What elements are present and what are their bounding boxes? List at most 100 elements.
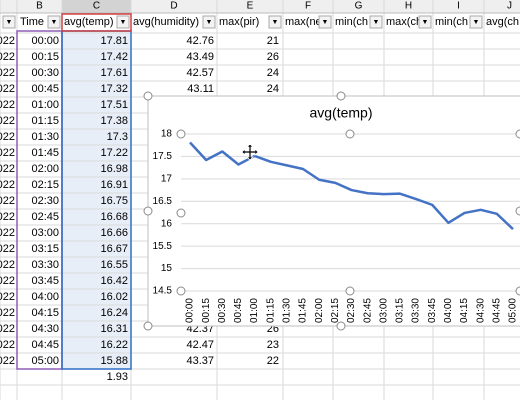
cell-pir: 23 <box>267 339 279 351</box>
cell-a: 022 <box>0 147 15 159</box>
x-tick-label: 03:30 <box>411 298 422 323</box>
cell-temp: 16.22 <box>100 339 128 351</box>
cell-a: 022 <box>0 227 15 239</box>
filter-arrow: ▼ <box>422 19 429 26</box>
column-letter: F <box>305 1 311 12</box>
cell-time: 02:00 <box>31 163 59 175</box>
resize-handle[interactable] <box>176 208 186 218</box>
column-header: max(ch <box>386 16 422 28</box>
cell-a: 022 <box>0 115 15 127</box>
resize-handle[interactable] <box>143 206 153 216</box>
cell-humidity: 42.76 <box>186 35 214 47</box>
column-header: max(ne <box>285 16 322 28</box>
filter-button[interactable] <box>2 15 16 29</box>
column-header: min(ch <box>335 16 368 28</box>
cell-temp: 16.42 <box>100 275 128 287</box>
cell-time: 01:15 <box>31 115 59 127</box>
filter-button[interactable] <box>268 15 282 29</box>
filter-arrow: ▼ <box>6 19 13 26</box>
filter-button[interactable] <box>418 15 432 29</box>
filter-button[interactable] <box>369 15 383 29</box>
cell-time: 01:45 <box>31 147 59 159</box>
column-header: max(pir) <box>219 16 259 28</box>
y-tick-label: 15 <box>161 263 173 274</box>
column-header-active <box>62 0 131 13</box>
cell-temp: 16.68 <box>100 211 128 223</box>
cell-temp: 16.67 <box>100 243 128 255</box>
column-letter: I <box>457 1 460 12</box>
cell-a: 022 <box>0 339 15 351</box>
chart-title: avg(temp) <box>309 105 372 121</box>
cell-a: 022 <box>0 323 15 335</box>
resize-handle[interactable] <box>515 206 520 216</box>
resize-handle[interactable] <box>176 286 186 296</box>
column-letter: G <box>355 1 363 12</box>
ref-header-c <box>61 13 132 32</box>
cell-temp: 16.02 <box>100 291 128 303</box>
filter-button[interactable] <box>116 15 130 29</box>
column-letter: J <box>507 1 512 12</box>
resize-handle[interactable] <box>143 91 153 101</box>
x-tick-label: 01:45 <box>298 298 309 323</box>
resize-handle[interactable] <box>336 91 346 101</box>
cell-time: 00:45 <box>31 83 59 95</box>
cell-a: 022 <box>0 35 15 47</box>
filter-button[interactable] <box>202 15 216 29</box>
cell-a: 022 <box>0 179 15 191</box>
resize-handle[interactable] <box>515 286 520 296</box>
cell-a: 022 <box>0 131 15 143</box>
x-tick-label: 04:30 <box>475 298 486 323</box>
cell-a: 022 <box>0 291 15 303</box>
x-tick-label: 04:15 <box>459 298 470 323</box>
cell-total: 1.93 <box>107 371 128 383</box>
filter-button[interactable] <box>318 15 332 29</box>
cell-time: 03:15 <box>31 243 59 255</box>
cell-pir: 24 <box>267 67 279 79</box>
filter-arrow: ▼ <box>206 19 213 26</box>
line-series <box>189 141 514 231</box>
cell-time: 04:15 <box>31 307 59 319</box>
filter-button[interactable] <box>469 15 483 29</box>
cell-a: 022 <box>0 83 15 95</box>
cell-time: 02:30 <box>31 195 59 207</box>
resize-handle[interactable] <box>336 321 346 331</box>
cell-time: 03:45 <box>31 275 59 287</box>
cell-a: 022 <box>0 195 15 207</box>
y-tick-label: 17.5 <box>153 151 173 162</box>
cell-a: 022 <box>0 99 15 111</box>
cell-time: 05:00 <box>31 355 59 367</box>
cell-temp: 17.81 <box>100 35 128 47</box>
resize-handle[interactable] <box>345 129 355 139</box>
cell-a: 022 <box>0 211 15 223</box>
column-header: min(ch <box>435 16 468 28</box>
x-tick-label: 00:30 <box>217 298 228 323</box>
cell-time: 01:30 <box>31 131 59 143</box>
resize-handle[interactable] <box>345 286 355 296</box>
y-tick-label: 17 <box>161 173 173 184</box>
cell-a: 022 <box>0 307 15 319</box>
cell-pir: 24 <box>267 83 279 95</box>
y-tick-label: 18 <box>161 129 173 140</box>
cell-time: 00:15 <box>31 51 59 63</box>
cell-temp: 16.31 <box>100 323 128 335</box>
x-tick-label: 02:30 <box>346 298 357 323</box>
filter-arrow: ▼ <box>272 19 279 26</box>
cell-time: 03:30 <box>31 259 59 271</box>
cell-humidity: 43.11 <box>187 83 214 95</box>
cell-a: 022 <box>0 355 15 367</box>
filter-button[interactable] <box>47 15 61 29</box>
column-letter: E <box>247 1 254 12</box>
resize-handle[interactable] <box>176 129 186 139</box>
x-tick-label: 02:00 <box>314 298 325 323</box>
cell-a: 022 <box>0 275 15 287</box>
resize-handle[interactable] <box>143 321 153 331</box>
cell-temp: 17.3 <box>107 131 128 143</box>
column-letter: H <box>405 1 412 12</box>
cell-time: 00:00 <box>31 35 59 47</box>
resize-handle[interactable] <box>515 129 520 139</box>
y-tick-label: 16.5 <box>153 196 173 207</box>
x-tick-label: 05:00 <box>508 298 519 323</box>
column-letter: B <box>36 1 43 12</box>
